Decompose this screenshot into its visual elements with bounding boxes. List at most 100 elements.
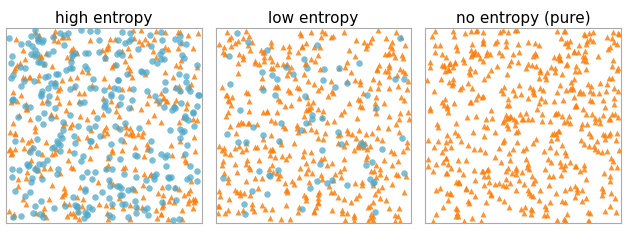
Point — [570, 104, 580, 108]
Point — [173, 47, 183, 50]
Point — [68, 53, 78, 57]
Point — [288, 73, 298, 76]
Point — [494, 147, 504, 150]
Point — [578, 92, 588, 96]
Point — [134, 126, 144, 130]
Point — [217, 164, 227, 167]
Point — [268, 148, 278, 152]
Point — [612, 131, 622, 135]
Point — [336, 113, 346, 116]
Point — [328, 178, 338, 182]
Point — [577, 189, 587, 192]
Point — [4, 37, 14, 41]
Point — [226, 45, 236, 48]
Point — [117, 138, 127, 142]
Point — [313, 192, 323, 196]
Point — [171, 64, 181, 68]
Point — [471, 114, 481, 118]
Point — [7, 55, 17, 58]
Point — [112, 79, 122, 82]
Point — [30, 166, 40, 169]
Point — [590, 148, 600, 151]
Point — [575, 90, 585, 93]
Point — [218, 160, 228, 163]
Point — [137, 205, 147, 209]
Point — [157, 50, 167, 54]
Point — [16, 43, 26, 47]
Point — [30, 204, 40, 208]
Point — [39, 206, 49, 210]
Point — [278, 46, 288, 49]
Point — [365, 145, 375, 149]
Point — [151, 99, 161, 103]
Point — [311, 130, 321, 133]
Point — [587, 100, 597, 104]
Point — [14, 169, 24, 172]
Point — [120, 60, 130, 63]
Point — [16, 65, 26, 69]
Point — [387, 183, 398, 186]
Point — [519, 211, 529, 215]
Point — [146, 140, 156, 144]
Point — [469, 52, 479, 55]
Point — [90, 195, 100, 199]
Point — [49, 34, 59, 38]
Point — [565, 160, 575, 164]
Point — [582, 83, 593, 86]
Point — [581, 113, 591, 116]
Point — [537, 88, 547, 92]
Point — [349, 215, 359, 219]
Point — [524, 191, 534, 195]
Point — [403, 88, 413, 91]
Point — [552, 30, 562, 34]
Point — [583, 210, 593, 214]
Point — [581, 197, 591, 200]
Point — [20, 58, 30, 62]
Point — [298, 128, 308, 132]
Point — [262, 49, 272, 52]
Point — [88, 78, 98, 81]
Point — [223, 132, 233, 136]
Point — [8, 214, 18, 218]
Point — [357, 180, 367, 184]
Point — [322, 164, 332, 167]
Point — [231, 131, 241, 135]
Point — [65, 87, 75, 91]
Point — [342, 129, 352, 132]
Point — [46, 82, 56, 85]
Title: high entropy: high entropy — [55, 11, 153, 26]
Point — [10, 189, 20, 193]
Point — [304, 108, 314, 112]
Point — [85, 87, 95, 91]
Point — [485, 109, 495, 112]
Point — [86, 140, 96, 143]
Point — [508, 147, 518, 151]
Point — [225, 152, 235, 156]
Point — [448, 82, 458, 85]
Point — [551, 111, 561, 115]
Point — [468, 53, 478, 57]
Point — [150, 95, 160, 98]
Point — [157, 206, 167, 209]
Point — [499, 118, 509, 122]
Point — [32, 138, 42, 142]
Point — [130, 153, 140, 157]
Point — [107, 202, 117, 206]
Point — [390, 78, 400, 82]
Point — [384, 75, 394, 79]
Point — [230, 146, 240, 150]
Point — [475, 57, 485, 60]
Point — [391, 213, 401, 217]
Point — [329, 190, 339, 194]
Point — [227, 96, 237, 100]
Point — [47, 64, 57, 68]
Point — [39, 166, 49, 170]
Point — [243, 121, 253, 125]
Point — [536, 97, 546, 101]
Point — [470, 50, 480, 54]
Point — [214, 204, 224, 208]
Point — [36, 152, 46, 156]
Point — [282, 63, 292, 66]
Point — [82, 214, 92, 217]
Point — [425, 66, 435, 70]
